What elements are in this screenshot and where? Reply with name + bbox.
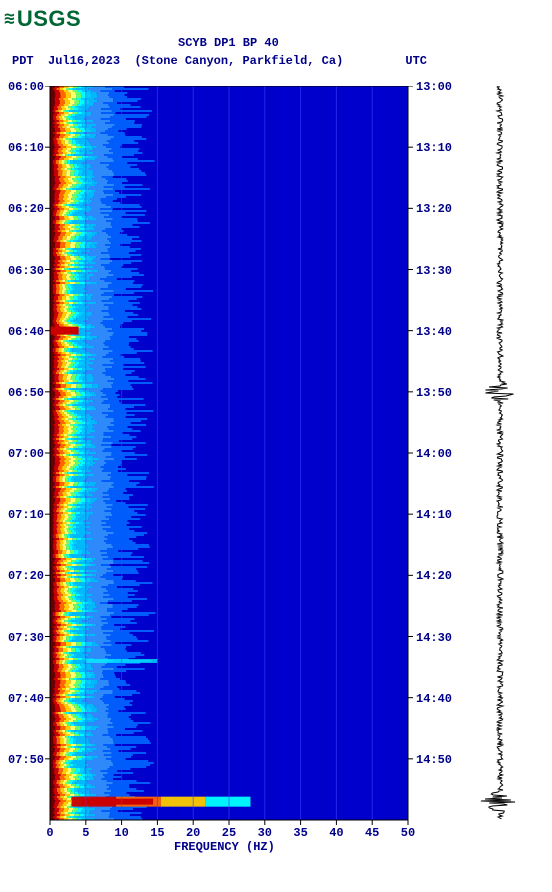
y-right-tick-label: 13:10	[416, 141, 456, 155]
x-tick-label: 0	[38, 826, 62, 840]
y-right-tick-label: 14:20	[416, 569, 456, 583]
x-tick-label: 20	[181, 826, 205, 840]
y-right-tick-label: 14:50	[416, 753, 456, 767]
y-left-tick-label: 07:50	[4, 753, 44, 767]
y-left-tick-label: 06:40	[4, 325, 44, 339]
y-left-tick-label: 06:50	[4, 386, 44, 400]
x-tick-label: 10	[110, 826, 134, 840]
y-left-tick-label: 06:30	[4, 264, 44, 278]
tz-left-label: PDT	[12, 54, 34, 68]
y-left-tick-label: 06:00	[4, 80, 44, 94]
y-left-tick-label: 07:10	[4, 508, 44, 522]
usgs-logo: ≋ USGS	[4, 6, 81, 32]
x-tick-label: 45	[360, 826, 384, 840]
y-right-tick-label: 13:30	[416, 264, 456, 278]
y-right-tick-label: 14:30	[416, 631, 456, 645]
x-tick-label: 50	[396, 826, 420, 840]
y-left-tick-label: 07:30	[4, 631, 44, 645]
x-axis-label: FREQUENCY (HZ)	[174, 840, 275, 854]
x-tick-label: 15	[145, 826, 169, 840]
y-right-tick-label: 13:00	[416, 80, 456, 94]
y-right-tick-label: 14:10	[416, 508, 456, 522]
x-tick-label: 35	[289, 826, 313, 840]
y-left-tick-label: 06:10	[4, 141, 44, 155]
y-left-tick-label: 06:20	[4, 202, 44, 216]
y-left-tick-label: 07:00	[4, 447, 44, 461]
y-left-tick-label: 07:40	[4, 692, 44, 706]
logo-wave-icon: ≋	[4, 8, 15, 30]
x-tick-label: 5	[74, 826, 98, 840]
y-right-tick-label: 13:50	[416, 386, 456, 400]
logo-text: USGS	[17, 6, 81, 32]
chart-subtitle: PDT Jul16,2023 (Stone Canyon, Parkfield,…	[12, 54, 343, 68]
x-tick-label: 25	[217, 826, 241, 840]
y-right-tick-label: 13:40	[416, 325, 456, 339]
chart-title: SCYB DP1 BP 40	[178, 36, 279, 50]
x-tick-label: 30	[253, 826, 277, 840]
x-tick-label: 40	[324, 826, 348, 840]
spectrogram-plot	[50, 86, 414, 826]
y-right-tick-label: 14:00	[416, 447, 456, 461]
y-right-tick-label: 14:40	[416, 692, 456, 706]
date-label: Jul16,2023	[48, 54, 120, 68]
y-right-tick-label: 13:20	[416, 202, 456, 216]
tz-right-label: UTC	[405, 54, 427, 68]
y-left-tick-label: 07:20	[4, 569, 44, 583]
seismogram-trace	[475, 86, 525, 820]
location-label: (Stone Canyon, Parkfield, Ca)	[134, 54, 343, 68]
